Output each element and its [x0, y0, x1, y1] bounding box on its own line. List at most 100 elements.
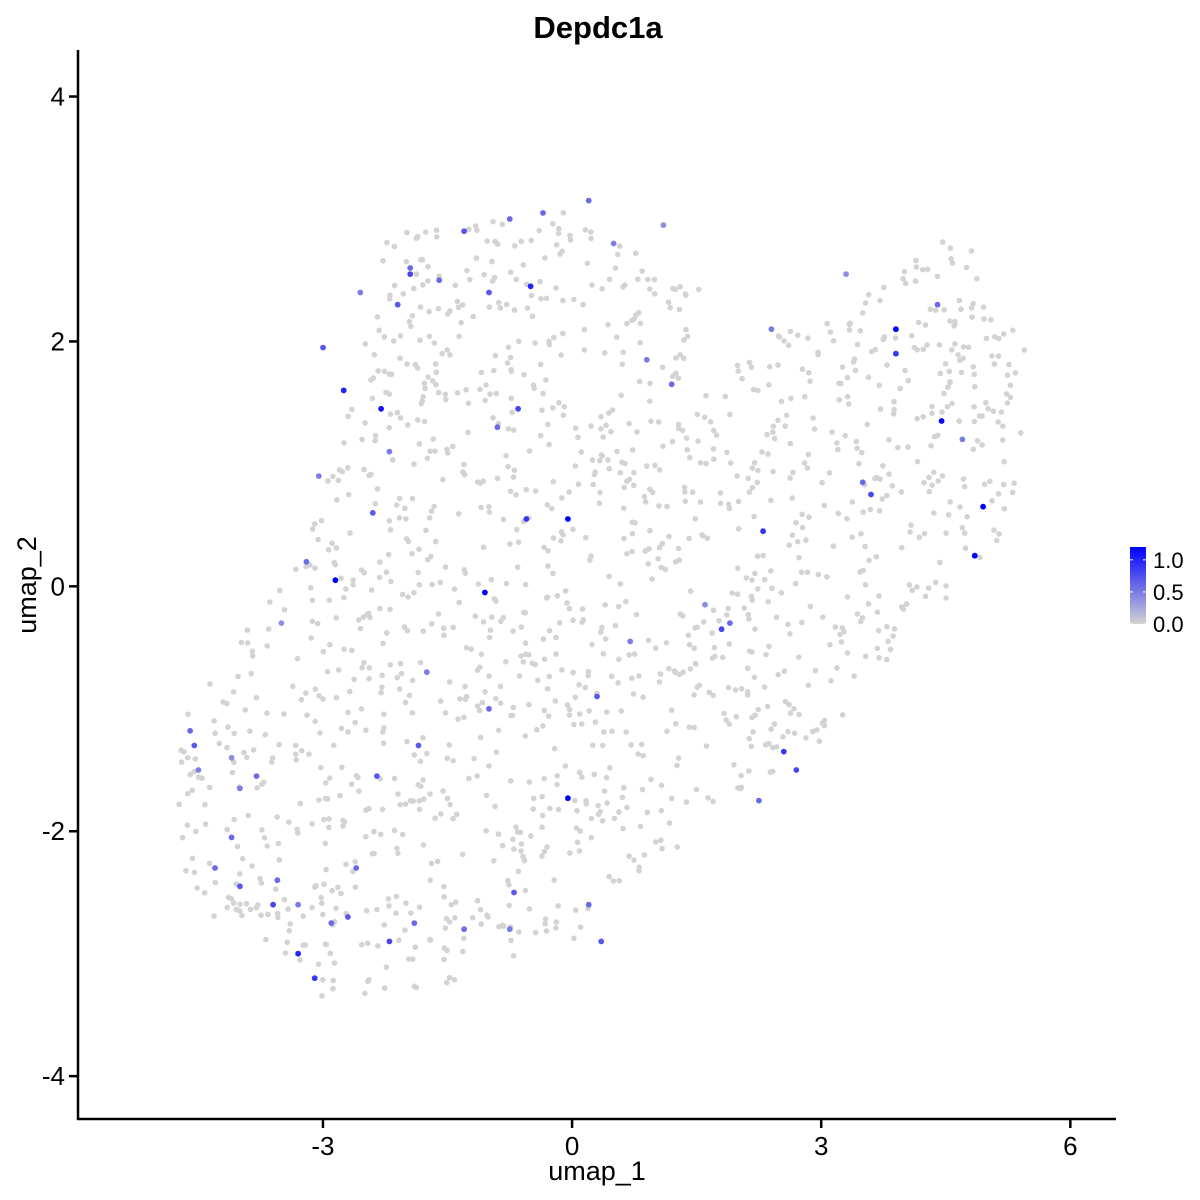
- cell-point: [881, 334, 888, 340]
- cell-point: [535, 677, 541, 684]
- cell-point: [398, 670, 405, 677]
- cell-point: [567, 850, 573, 856]
- cell-point: [820, 614, 826, 620]
- cell-point: [347, 530, 353, 536]
- cell-point: [212, 730, 218, 737]
- cell-point: [316, 797, 322, 803]
- cell-point: [338, 575, 344, 581]
- cell-point: [599, 453, 606, 459]
- cell-point: [455, 304, 462, 311]
- expressing-cell-point: [237, 883, 243, 890]
- cell-point: [640, 752, 646, 759]
- cell-point: [839, 364, 846, 371]
- cell-point: [660, 443, 666, 450]
- cell-point: [185, 790, 191, 797]
- cell-point: [432, 361, 439, 367]
- cell-point: [509, 712, 516, 719]
- expressing-cell-point: [756, 797, 762, 804]
- cell-point: [526, 701, 532, 708]
- cell-point: [886, 437, 892, 443]
- cell-point: [379, 806, 386, 813]
- cell-point: [727, 460, 734, 466]
- cell-point: [364, 940, 371, 947]
- cell-point: [551, 334, 557, 341]
- cell-point: [321, 881, 327, 887]
- y-tick-label: 4: [51, 82, 65, 112]
- cell-point: [952, 318, 958, 325]
- cell-point: [839, 712, 846, 718]
- expressing-cell-point: [187, 727, 194, 734]
- expressing-cell-point: [594, 693, 600, 700]
- cell-point: [497, 683, 504, 690]
- cell-point: [778, 398, 785, 405]
- cell-point: [259, 827, 265, 833]
- cell-point: [834, 440, 840, 446]
- cell-point: [541, 775, 547, 782]
- cell-point: [889, 483, 896, 489]
- cell-point: [686, 454, 693, 461]
- cell-point: [375, 368, 382, 374]
- cell-point: [710, 427, 717, 434]
- expressing-cell-point: [295, 901, 301, 908]
- cell-point: [323, 866, 329, 873]
- cell-point: [408, 910, 414, 916]
- cell-point: [752, 570, 758, 577]
- cell-point: [665, 299, 672, 306]
- cell-point: [687, 666, 694, 672]
- cell-point: [867, 506, 874, 513]
- cell-point: [649, 576, 655, 582]
- cell-point: [913, 257, 919, 264]
- cell-point: [943, 530, 949, 536]
- cell-point: [387, 662, 394, 668]
- cell-point: [755, 706, 761, 713]
- cell-point: [409, 710, 416, 716]
- cell-point: [679, 427, 686, 434]
- cell-point: [805, 370, 812, 376]
- cell-point: [333, 545, 340, 551]
- cell-point: [520, 659, 527, 665]
- cell-point: [546, 673, 553, 680]
- cell-point: [264, 643, 271, 649]
- cell-point: [881, 284, 887, 291]
- cell-point: [461, 714, 467, 721]
- cell-point: [713, 432, 720, 439]
- cell-point: [809, 728, 816, 735]
- cell-point: [981, 481, 988, 488]
- cell-point: [395, 850, 401, 857]
- cell-point: [957, 504, 963, 510]
- cell-point: [551, 745, 558, 752]
- cell-point: [318, 764, 324, 771]
- cell-point: [417, 304, 424, 310]
- cell-point: [349, 647, 355, 654]
- cell-point: [991, 527, 997, 533]
- cell-point: [333, 694, 340, 701]
- cell-point: [442, 710, 449, 716]
- cell-point: [473, 223, 479, 229]
- cell-point: [463, 387, 470, 393]
- cell-point: [244, 627, 251, 633]
- cell-point: [703, 392, 709, 399]
- cell-point: [734, 473, 740, 479]
- cell-point: [586, 708, 592, 714]
- expressing-cell-point: [486, 705, 492, 712]
- cell-point: [488, 614, 495, 620]
- cell-point: [405, 956, 412, 962]
- cell-point: [293, 757, 300, 763]
- cell-point: [560, 297, 566, 304]
- cell-point: [1018, 430, 1024, 436]
- cell-point: [824, 320, 830, 327]
- cell-point: [575, 434, 581, 441]
- cell-point: [484, 238, 490, 244]
- cell-point: [374, 906, 380, 913]
- cell-point: [948, 255, 954, 262]
- cell-point: [849, 534, 855, 540]
- cell-point: [995, 491, 1002, 497]
- cell-point: [532, 929, 539, 936]
- cell-point: [724, 449, 730, 456]
- cell-point: [852, 367, 859, 374]
- cell-point: [516, 673, 523, 679]
- expressing-cell-point: [374, 773, 380, 779]
- cell-point: [556, 399, 562, 406]
- cell-point: [201, 890, 208, 896]
- cell-point: [321, 816, 327, 823]
